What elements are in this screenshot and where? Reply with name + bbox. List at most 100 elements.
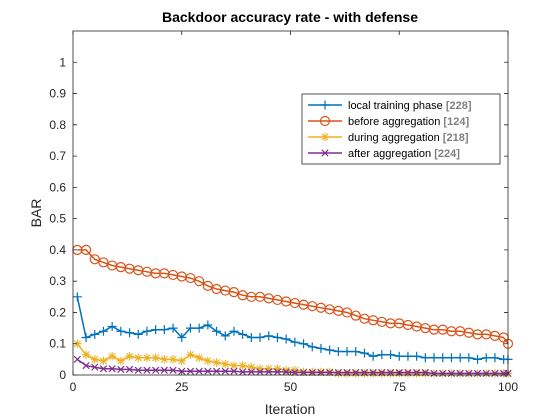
data-point xyxy=(256,368,264,376)
y-tick-label: 0.3 xyxy=(49,274,66,288)
data-point xyxy=(220,331,230,341)
data-point xyxy=(473,369,482,378)
data-point xyxy=(73,355,81,363)
data-point xyxy=(394,351,404,361)
data-point xyxy=(116,326,126,336)
series-line xyxy=(77,249,509,345)
data-point xyxy=(238,329,248,339)
data-point xyxy=(334,369,343,378)
data-point xyxy=(430,369,438,378)
data-point xyxy=(107,352,117,361)
data-point xyxy=(194,353,204,362)
data-point xyxy=(221,359,230,369)
data-point xyxy=(247,368,255,376)
data-point xyxy=(465,369,473,378)
data-point xyxy=(447,369,456,378)
data-point xyxy=(255,332,265,342)
data-point xyxy=(117,365,125,373)
data-point xyxy=(368,369,378,378)
data-point xyxy=(160,355,169,364)
y-tick-label: 0.5 xyxy=(49,212,66,226)
data-point xyxy=(490,353,500,363)
data-point xyxy=(99,365,108,373)
data-point xyxy=(403,369,413,378)
data-point xyxy=(238,361,247,370)
data-point xyxy=(81,350,91,359)
data-point xyxy=(229,326,239,336)
chart-title: Backdoor accuracy rate - with defense xyxy=(162,9,418,25)
x-axis-label: Iteration xyxy=(265,401,316,417)
data-point xyxy=(272,332,282,342)
plot-area xyxy=(73,31,508,375)
data-point xyxy=(420,353,430,363)
data-point xyxy=(412,351,422,361)
y-tick-label: 0 xyxy=(59,368,66,382)
data-point xyxy=(177,332,187,342)
data-point xyxy=(299,339,309,349)
data-point xyxy=(359,348,369,358)
data-point xyxy=(133,329,143,339)
y-tick-label: 0.7 xyxy=(49,149,66,163)
data-point xyxy=(142,353,152,362)
data-point xyxy=(351,369,360,378)
x-tick-label: 0 xyxy=(70,380,77,394)
legend-marker xyxy=(321,149,329,157)
legend-item: local training phase [228] xyxy=(308,100,472,112)
data-point xyxy=(116,356,126,366)
data-point xyxy=(439,369,447,378)
y-tick-label: 0.9 xyxy=(49,87,66,101)
data-point xyxy=(342,347,352,357)
data-point xyxy=(325,345,335,355)
data-point xyxy=(168,323,178,333)
data-point xyxy=(151,353,160,362)
data-point xyxy=(228,287,240,298)
data-point xyxy=(341,307,353,318)
data-point xyxy=(456,369,464,378)
y-tick-label: 0.1 xyxy=(49,337,66,351)
data-point xyxy=(246,332,256,342)
data-point xyxy=(186,350,195,359)
legend-label: local training phase [228] xyxy=(348,100,472,112)
data-point xyxy=(255,364,265,373)
data-point xyxy=(273,364,282,373)
data-point xyxy=(212,358,221,367)
data-point xyxy=(350,310,361,321)
y-tick-label: 0.4 xyxy=(49,243,66,257)
data-point xyxy=(80,244,92,256)
data-point xyxy=(168,355,178,364)
data-point xyxy=(212,367,221,375)
data-point xyxy=(195,367,203,375)
data-point xyxy=(368,351,378,361)
data-point xyxy=(125,365,134,373)
data-point xyxy=(90,355,99,364)
data-point xyxy=(455,353,465,363)
data-point xyxy=(202,280,213,291)
data-point xyxy=(230,367,238,375)
data-point xyxy=(229,361,239,370)
data-point xyxy=(360,369,369,378)
y-tick-label: 1 xyxy=(59,55,66,69)
data-point xyxy=(403,351,413,361)
y-axis-label: BAR xyxy=(28,199,44,228)
data-point xyxy=(152,366,160,374)
data-point xyxy=(481,353,491,363)
legend-item: before aggregation [124] xyxy=(308,115,469,128)
data-point xyxy=(185,272,196,284)
data-point xyxy=(125,328,135,338)
data-point xyxy=(203,320,213,330)
data-point xyxy=(186,367,195,375)
data-point xyxy=(265,368,273,376)
data-point xyxy=(412,369,421,378)
data-point xyxy=(386,350,396,360)
data-point xyxy=(281,334,291,344)
data-point xyxy=(316,343,326,353)
legend-item: during aggregation [218] xyxy=(308,132,469,144)
data-point xyxy=(351,347,361,357)
data-point xyxy=(273,368,282,376)
x-tick-label: 50 xyxy=(284,380,298,394)
data-point xyxy=(159,325,169,335)
data-point xyxy=(290,366,300,375)
data-point xyxy=(446,353,456,363)
